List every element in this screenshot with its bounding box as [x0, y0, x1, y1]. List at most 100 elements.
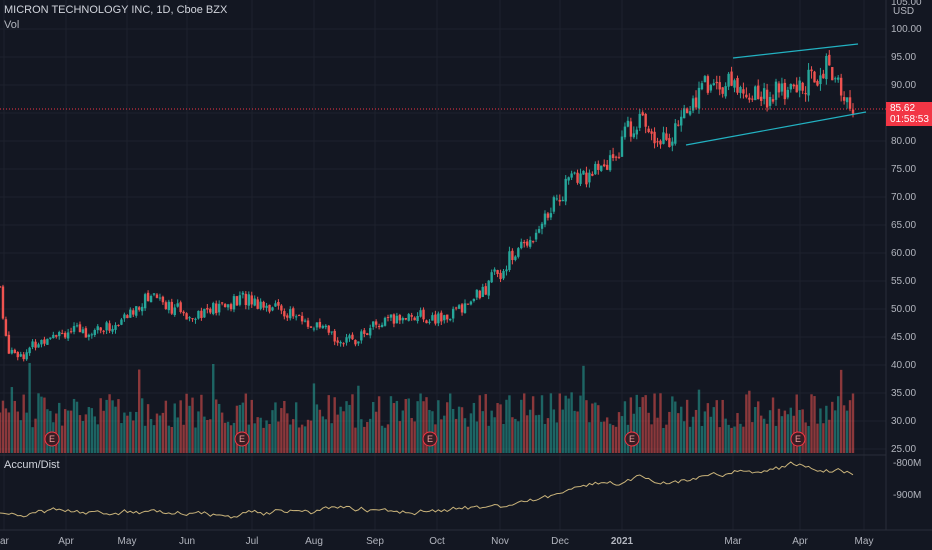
candle-body[interactable]: [333, 330, 336, 342]
candle-body[interactable]: [43, 339, 46, 344]
channel-lower-trendline[interactable]: [685, 111, 867, 146]
candle-body[interactable]: [292, 308, 295, 317]
candle-body[interactable]: [342, 343, 345, 345]
price-axis[interactable]: 105.00100.0095.0090.0085.0080.0075.0070.…: [891, 0, 922, 455]
candle-body[interactable]: [13, 349, 17, 353]
candle-body[interactable]: [623, 126, 627, 138]
earnings-marker-circle[interactable]: [234, 431, 250, 447]
candle-body[interactable]: [389, 314, 393, 318]
candle-body[interactable]: [457, 305, 461, 309]
candle-body[interactable]: [99, 327, 102, 331]
candle-body[interactable]: [834, 78, 837, 80]
candle-body[interactable]: [810, 69, 813, 72]
candle-body[interactable]: [161, 296, 165, 303]
candle-body[interactable]: [531, 241, 535, 243]
candle-body[interactable]: [786, 89, 790, 98]
candle-body[interactable]: [656, 141, 659, 143]
candle-body[interactable]: [140, 306, 144, 312]
candle-body[interactable]: [851, 109, 855, 114]
candle-body[interactable]: [244, 293, 248, 306]
candle-body[interactable]: [680, 116, 683, 126]
candle-body[interactable]: [188, 317, 191, 319]
candle-body[interactable]: [552, 197, 556, 212]
candle-body[interactable]: [570, 173, 573, 178]
candle-body[interactable]: [203, 308, 206, 318]
candle-body[interactable]: [120, 319, 123, 325]
candle-body[interactable]: [774, 81, 778, 100]
candle-body[interactable]: [733, 80, 736, 88]
candle-body[interactable]: [46, 338, 49, 345]
candle-body[interactable]: [286, 315, 289, 318]
candle-body[interactable]: [603, 164, 606, 167]
candle-body[interactable]: [149, 295, 153, 303]
candle-body[interactable]: [28, 347, 31, 354]
candle-body[interactable]: [520, 241, 523, 249]
candle-body[interactable]: [206, 308, 209, 310]
candle-body[interactable]: [185, 313, 188, 320]
candle-body[interactable]: [543, 213, 547, 225]
candle-body[interactable]: [401, 318, 405, 321]
candle-body[interactable]: [152, 293, 156, 295]
candle-body[interactable]: [419, 310, 422, 317]
candle-body[interactable]: [484, 286, 487, 295]
candle-body[interactable]: [454, 307, 458, 309]
candle-body[interactable]: [158, 297, 162, 299]
candle-body[interactable]: [697, 87, 701, 109]
candle-body[interactable]: [369, 328, 372, 336]
candle-body[interactable]: [674, 123, 677, 144]
candle-body[interactable]: [155, 294, 159, 298]
candle-body[interactable]: [253, 298, 256, 306]
candle-body[interactable]: [371, 321, 375, 327]
candle-body[interactable]: [588, 172, 591, 183]
candle-body[interactable]: [60, 333, 64, 335]
candle-body[interactable]: [167, 301, 171, 311]
candle-body[interactable]: [709, 84, 713, 91]
candle-body[interactable]: [256, 299, 259, 309]
candle-body[interactable]: [306, 320, 310, 327]
candle-body[interactable]: [49, 337, 52, 339]
candle-body[interactable]: [63, 332, 67, 338]
candle-body[interactable]: [691, 98, 695, 111]
candle-body[interactable]: [549, 213, 553, 218]
candle-body[interactable]: [170, 301, 173, 314]
candle-body[interactable]: [736, 78, 739, 93]
candle-body[interactable]: [555, 198, 559, 200]
candle-body[interactable]: [600, 165, 603, 171]
candle-body[interactable]: [377, 326, 381, 328]
candle-body[interactable]: [751, 98, 754, 100]
candle-body[interactable]: [312, 328, 316, 330]
candle-body[interactable]: [594, 163, 597, 175]
candle-body[interactable]: [259, 301, 262, 309]
candle-body[interactable]: [706, 76, 710, 93]
candle-body[interactable]: [546, 213, 550, 218]
candle-body[interactable]: [771, 99, 775, 102]
candle-body[interactable]: [357, 341, 360, 344]
candle-body[interactable]: [226, 304, 230, 308]
candle-body[interactable]: [754, 86, 757, 101]
candle-body[interactable]: [309, 326, 313, 328]
candle-body[interactable]: [677, 124, 680, 126]
candle-body[interactable]: [585, 172, 588, 185]
candle-body[interactable]: [66, 332, 70, 339]
candle-body[interactable]: [579, 173, 582, 184]
candle-body[interactable]: [34, 341, 37, 348]
candle-body[interactable]: [31, 341, 34, 348]
candle-body[interactable]: [392, 314, 396, 324]
candle-body[interactable]: [55, 335, 58, 337]
candle-body[interactable]: [431, 315, 434, 321]
candle-body[interactable]: [321, 325, 325, 329]
candle-body[interactable]: [132, 310, 135, 315]
candle-body[interactable]: [523, 241, 526, 244]
candle-body[interactable]: [75, 325, 79, 327]
candle-body[interactable]: [825, 55, 828, 80]
candle-body[interactable]: [792, 84, 795, 87]
candle-body[interactable]: [685, 108, 689, 114]
candle-body[interactable]: [591, 173, 594, 176]
candle-body[interactable]: [416, 316, 419, 322]
earnings-marker-circle[interactable]: [44, 431, 60, 447]
candle-body[interactable]: [238, 295, 242, 305]
candle-body[interactable]: [229, 304, 233, 310]
candle-body[interactable]: [336, 340, 339, 343]
candle-body[interactable]: [839, 77, 843, 96]
candle-body[interactable]: [724, 86, 727, 97]
